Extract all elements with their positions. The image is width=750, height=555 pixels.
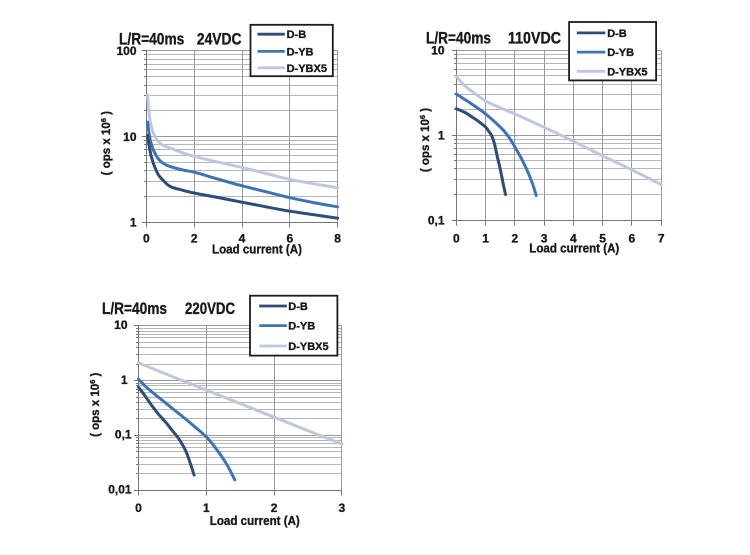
svg-text:0,1: 0,1 (428, 213, 445, 227)
svg-text:110VDC: 110VDC (508, 29, 561, 48)
svg-text:Load current (A): Load current (A) (212, 242, 302, 257)
svg-text:( ops x 106 ): ( ops x 106 ) (99, 111, 113, 175)
svg-text:1: 1 (203, 501, 210, 515)
svg-text:220VDC: 220VDC (185, 299, 235, 318)
svg-text:D-YBX5: D-YBX5 (607, 66, 647, 78)
svg-text:0,1: 0,1 (115, 428, 132, 442)
svg-text:8: 8 (334, 231, 341, 245)
svg-text:D-B: D-B (607, 28, 627, 40)
svg-text:1: 1 (130, 216, 137, 230)
svg-text:1: 1 (121, 373, 128, 387)
svg-text:24VDC: 24VDC (197, 29, 242, 48)
svg-text:D-YB: D-YB (288, 321, 315, 333)
svg-text:Load current (A): Load current (A) (210, 513, 300, 528)
svg-text:10: 10 (431, 44, 445, 58)
svg-text:10: 10 (123, 130, 137, 144)
svg-text:10: 10 (114, 318, 128, 332)
svg-text:5: 5 (599, 231, 606, 245)
svg-text:L/R=40ms: L/R=40ms (426, 29, 491, 48)
svg-text:6: 6 (286, 231, 293, 245)
svg-text:100: 100 (116, 44, 136, 58)
svg-text:0,01: 0,01 (108, 483, 132, 497)
svg-text:D-YB: D-YB (607, 47, 634, 59)
svg-text:3: 3 (541, 231, 548, 245)
svg-text:D-YBX5: D-YBX5 (287, 63, 327, 75)
svg-text:2: 2 (271, 501, 278, 515)
svg-text:1: 1 (438, 129, 445, 143)
svg-text:2: 2 (511, 231, 518, 245)
svg-text:3: 3 (339, 501, 346, 515)
svg-text:1: 1 (482, 231, 489, 245)
svg-text:7: 7 (658, 231, 665, 245)
svg-text:4: 4 (570, 231, 577, 245)
svg-text:D-YB: D-YB (287, 46, 314, 58)
svg-text:L/R=40ms: L/R=40ms (119, 29, 184, 48)
svg-text:D-YBX5: D-YBX5 (288, 341, 328, 353)
svg-text:0: 0 (135, 501, 142, 515)
svg-text:( ops x 106 ): ( ops x 106 ) (88, 373, 102, 437)
svg-text:0: 0 (143, 231, 150, 245)
svg-text:D-B: D-B (287, 29, 307, 41)
svg-text:L/R=40ms: L/R=40ms (102, 299, 167, 318)
svg-text:D-B: D-B (288, 301, 308, 313)
svg-text:6: 6 (629, 231, 636, 245)
svg-text:4: 4 (239, 231, 246, 245)
svg-text:( ops x 106 ): ( ops x 106 ) (418, 108, 432, 172)
svg-text:2: 2 (191, 231, 198, 245)
svg-text:Load current (A): Load current (A) (529, 240, 619, 255)
svg-text:0: 0 (453, 231, 460, 245)
